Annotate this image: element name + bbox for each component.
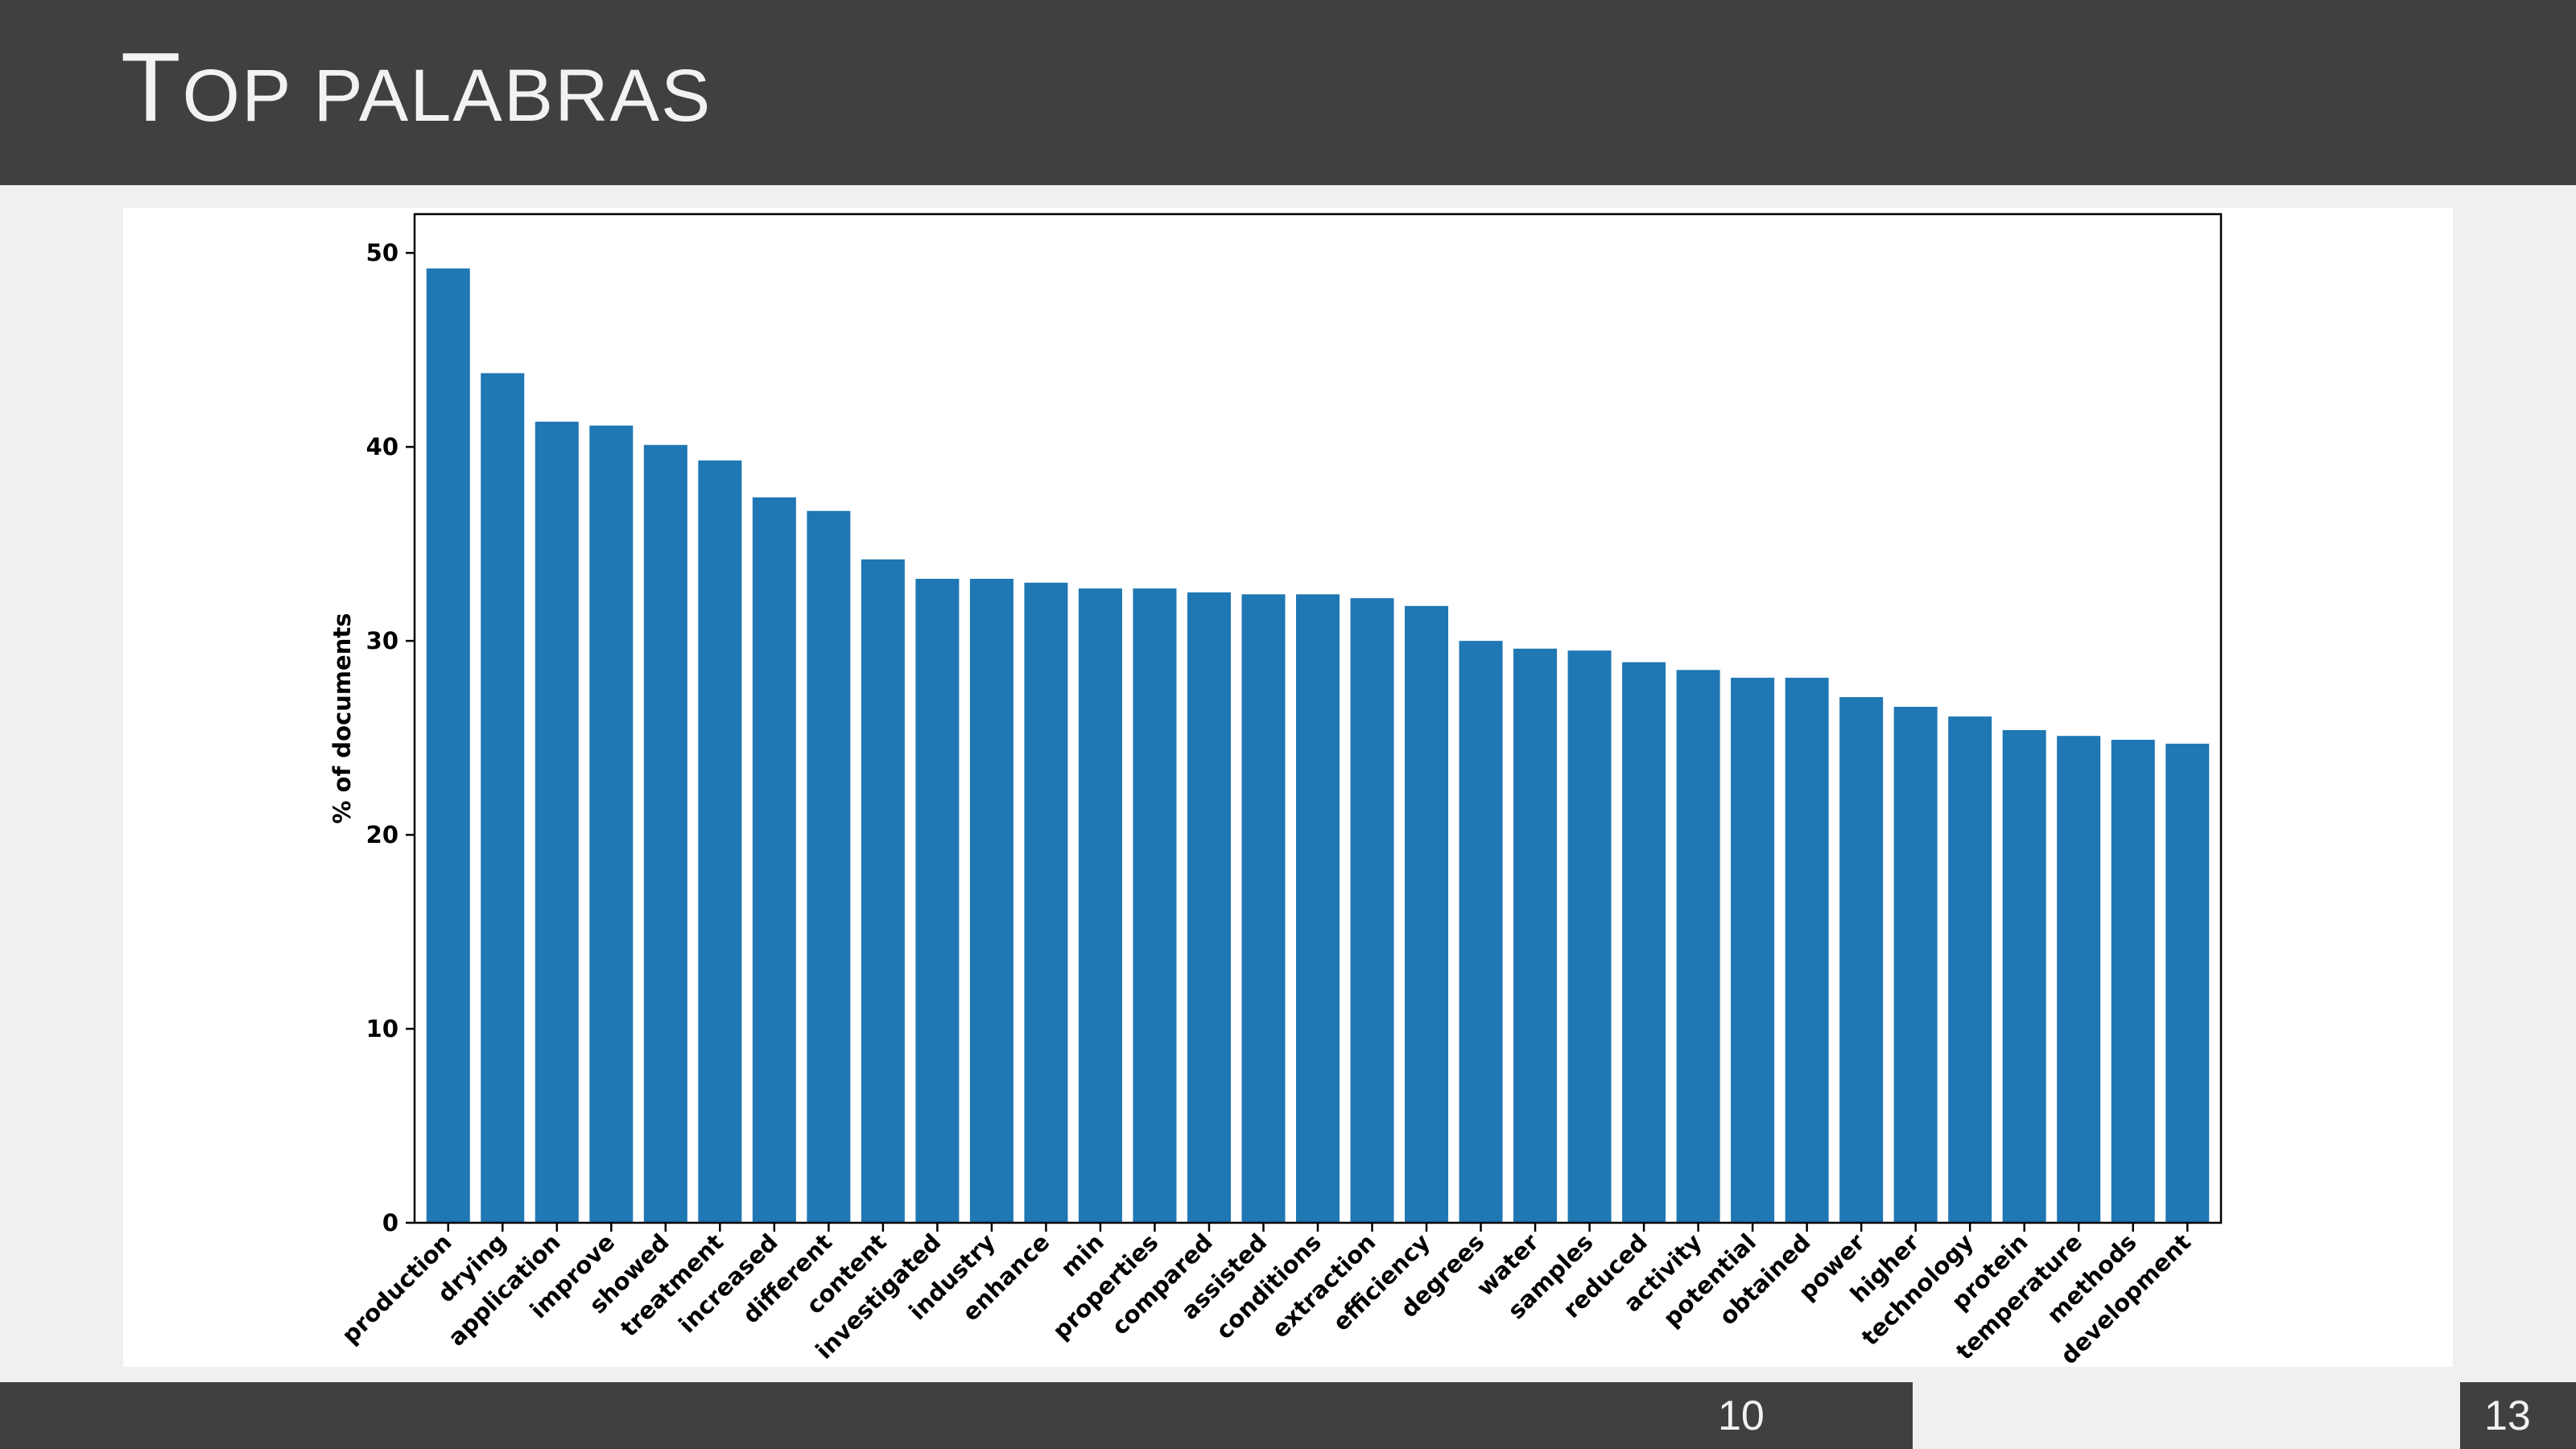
bar-content bbox=[861, 559, 905, 1223]
slide-title-first-letter: T bbox=[121, 32, 183, 142]
bar-showed bbox=[643, 444, 687, 1223]
bar-min bbox=[1078, 588, 1122, 1223]
slide-header: TOP PALABRAS bbox=[0, 0, 2576, 185]
bar-extraction bbox=[1350, 598, 1394, 1223]
bar-conditions bbox=[1295, 594, 1340, 1223]
total-slides-number: 13 bbox=[2484, 1393, 2531, 1439]
bar-obtained bbox=[1785, 677, 1829, 1223]
bar-investigated bbox=[915, 579, 960, 1223]
slide-number: 10 bbox=[1718, 1393, 1765, 1439]
y-tick-label-40: 40 bbox=[366, 433, 398, 460]
bar-technology bbox=[1948, 716, 1992, 1223]
bar-assisted bbox=[1241, 594, 1286, 1223]
slide-title: TOP PALABRAS bbox=[121, 31, 712, 143]
bar-compared bbox=[1187, 592, 1231, 1223]
bar-degrees bbox=[1459, 641, 1503, 1223]
y-tick-label-50: 50 bbox=[366, 239, 398, 266]
bar-higher bbox=[1893, 707, 1938, 1223]
chart-panel: 0 10 20 30 40 50% of documents production dryin… bbox=[123, 208, 2453, 1367]
bar-reduced bbox=[1622, 662, 1666, 1223]
bar-development bbox=[2165, 743, 2210, 1223]
bar-water bbox=[1513, 648, 1558, 1223]
y-tick-label-30: 30 bbox=[366, 627, 398, 654]
bar-potential bbox=[1731, 677, 1775, 1223]
bar-methods bbox=[2111, 740, 2155, 1223]
y-tick-label-0: 0 bbox=[382, 1209, 398, 1236]
bar-increased bbox=[752, 497, 796, 1223]
bar-samples bbox=[1567, 650, 1612, 1223]
bar-drying bbox=[481, 373, 525, 1224]
y-axis-label: % of documents bbox=[328, 613, 356, 824]
bar-improve bbox=[589, 425, 634, 1223]
bar-different bbox=[807, 510, 851, 1223]
bar-industry bbox=[969, 579, 1013, 1223]
bar-efficiency bbox=[1405, 605, 1449, 1223]
footer-bar: 10 bbox=[0, 1382, 1913, 1449]
y-tick-label-10: 10 bbox=[366, 1015, 398, 1042]
bar-activity bbox=[1676, 670, 1720, 1223]
slide-title-rest: OP PALABRAS bbox=[182, 55, 712, 137]
y-tick-label-20: 20 bbox=[366, 821, 398, 848]
bar-application bbox=[535, 421, 579, 1223]
bar-treatment bbox=[698, 460, 742, 1223]
bar-power bbox=[1839, 696, 1884, 1223]
total-slides-box: 13 bbox=[2460, 1382, 2576, 1449]
bar-enhance bbox=[1024, 582, 1068, 1223]
bar-production bbox=[426, 268, 470, 1223]
bar-temperature bbox=[2057, 736, 2101, 1223]
bar-properties bbox=[1133, 588, 1177, 1223]
bar-protein bbox=[2002, 729, 2046, 1223]
